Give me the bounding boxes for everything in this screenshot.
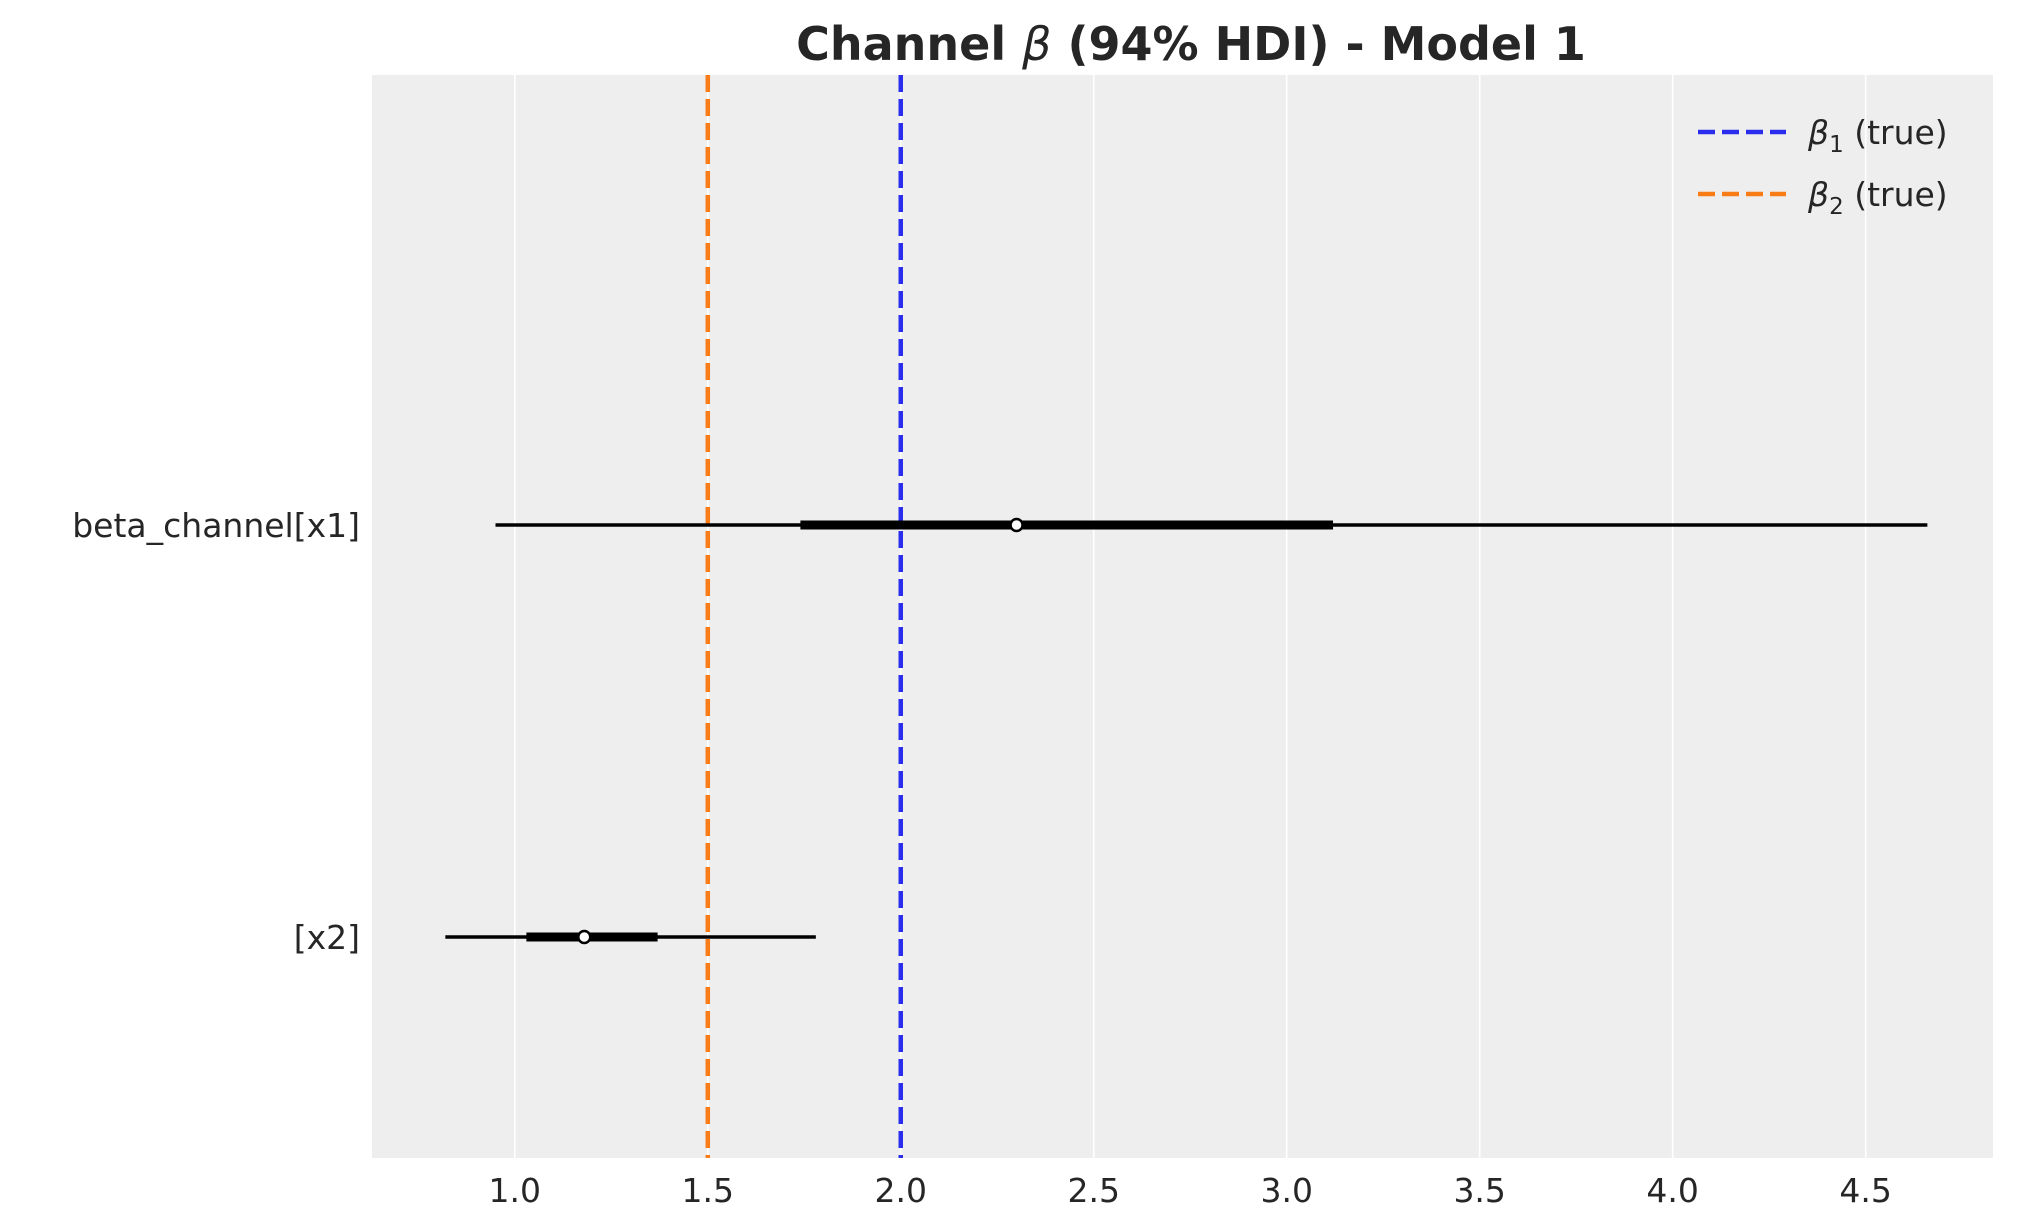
x-tick-label: 2.5 — [1067, 1171, 1119, 1210]
chart-title: Channel β (94% HDI) - Model 1 — [796, 17, 1586, 71]
x-tick-label: 3.5 — [1453, 1171, 1505, 1210]
x-tick-label: 1.5 — [682, 1171, 734, 1210]
point-estimate-marker — [577, 929, 592, 945]
x-tick-label: 4.5 — [1839, 1171, 1891, 1210]
plot-background — [372, 75, 1993, 1158]
legend: β1 (true) β2 (true) — [1698, 113, 1948, 220]
title-beta-symbol: β — [1021, 17, 1051, 71]
x-tick-label: 4.0 — [1646, 1171, 1698, 1210]
x-tick-label: 2.0 — [875, 1171, 927, 1210]
title-suffix: (94% HDI) - Model 1 — [1052, 17, 1586, 71]
x-tick-label: 1.0 — [489, 1171, 541, 1210]
y-tick-label: [x2] — [294, 918, 360, 957]
reference-lines — [705, 75, 904, 1158]
y-tick-labels: beta_channel[x1] [x2] — [72, 506, 360, 957]
point-estimate-marker — [1009, 517, 1024, 533]
legend-label-2: β2 (true) — [1807, 175, 1948, 220]
x-tick-labels: 1.0 1.5 2.0 2.5 3.0 3.5 4.0 4.5 — [489, 1171, 1892, 1210]
y-tick-label: beta_channel[x1] — [72, 506, 360, 545]
legend-label-1: β1 (true) — [1807, 113, 1948, 158]
x-tick-label: 3.0 — [1260, 1171, 1312, 1210]
hdi-intervals — [445, 517, 1928, 945]
title-prefix: Channel — [796, 17, 1022, 71]
